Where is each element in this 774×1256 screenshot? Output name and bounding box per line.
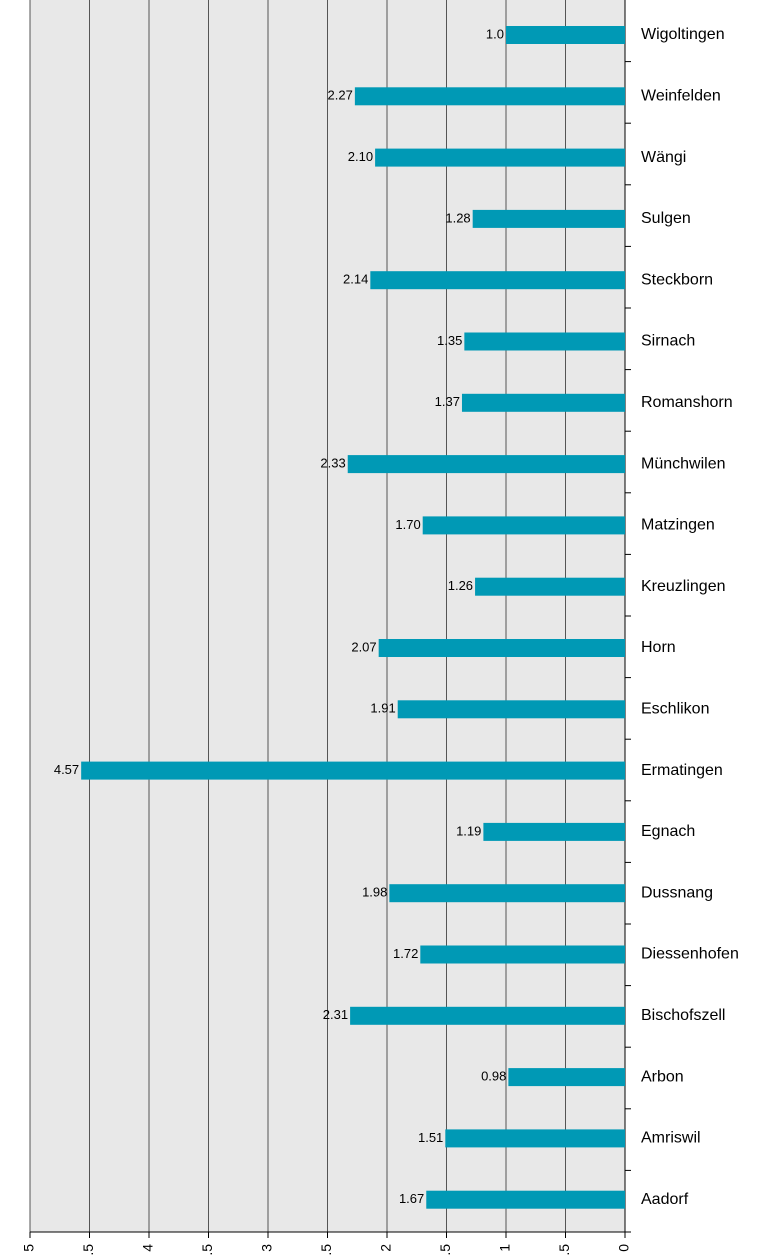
y-tick-label: Wängi (641, 149, 686, 166)
value-label: 1.28 (445, 210, 470, 225)
value-label: 0.98 (481, 1069, 506, 1084)
bar (445, 1129, 625, 1148)
bar (354, 87, 625, 106)
value-label: 2.33 (320, 456, 345, 471)
y-tick-label: Egnach (641, 823, 695, 840)
y-tick-label: Münchwilen (641, 455, 725, 472)
bar (389, 884, 625, 903)
value-label: 1.26 (448, 578, 473, 593)
y-tick-label: Horn (641, 639, 676, 656)
x-tick-label: 0.5 (556, 1244, 572, 1256)
x-tick-label: 3.5 (199, 1244, 215, 1256)
bar (483, 822, 625, 841)
x-tick-label: 4 (140, 1244, 156, 1252)
value-label: 1.98 (362, 885, 387, 900)
value-label: 2.07 (351, 639, 376, 654)
bar (464, 332, 625, 351)
y-tick-label: Diessenhofen (641, 946, 739, 963)
x-tick-label: 0 (616, 1244, 632, 1252)
bar (370, 271, 625, 290)
value-label: 1.19 (456, 823, 481, 838)
y-tick-label: Bischofszell (641, 1007, 725, 1024)
y-tick-label: Romanshorn (641, 394, 733, 411)
y-tick-label: Dussnang (641, 884, 713, 901)
x-tick-label: 1.5 (437, 1244, 453, 1256)
value-label: 4.57 (54, 762, 79, 777)
y-tick-label: Wigoltingen (641, 26, 725, 43)
bar (475, 577, 625, 596)
bar (506, 26, 625, 44)
bar (472, 209, 625, 228)
y-tick-label: Sulgen (641, 210, 691, 227)
bar (461, 393, 625, 412)
x-tick-label: 2.5 (318, 1244, 334, 1256)
x-tick-label: 1 (497, 1244, 513, 1252)
x-tick-label: 2 (378, 1244, 394, 1252)
y-tick-label: Kreuzlingen (641, 578, 726, 595)
x-tick-label: 5 (21, 1244, 37, 1252)
y-tick-label: Sirnach (641, 333, 695, 350)
y-tick-label: Ermatingen (641, 762, 723, 779)
bar (420, 945, 625, 964)
x-tick-label: 4.5 (80, 1244, 96, 1256)
y-tick-label: Matzingen (641, 517, 715, 534)
x-tick-label: 3 (259, 1244, 275, 1252)
value-label: 2.27 (328, 88, 353, 103)
value-label: 1.91 (370, 701, 395, 716)
value-label: 2.10 (348, 149, 373, 164)
value-label: 1.37 (435, 394, 460, 409)
value-label: 2.31 (323, 1007, 348, 1022)
bar (426, 1190, 625, 1209)
bar (378, 639, 625, 657)
y-tick-label: Weinfelden (641, 88, 721, 105)
y-tick-label: Eschlikon (641, 701, 709, 718)
bar (347, 455, 625, 474)
bar (508, 1068, 625, 1087)
bar (422, 516, 625, 535)
value-label: 1.72 (393, 946, 418, 961)
bar (397, 700, 625, 719)
value-label: 1.67 (399, 1191, 424, 1206)
value-label: 1.0 (486, 26, 504, 41)
y-tick-label: Aadorf (641, 1191, 689, 1208)
value-label: 2.14 (343, 272, 368, 287)
bar (350, 1006, 625, 1025)
bar (81, 761, 626, 780)
value-label: 1.51 (418, 1130, 443, 1145)
y-tick-label: Amriswil (641, 1130, 701, 1147)
y-tick-label: Arbon (641, 1068, 684, 1085)
y-tick-label: Steckborn (641, 271, 713, 288)
bar (375, 148, 625, 167)
value-label: 1.70 (395, 517, 420, 532)
value-label: 1.35 (437, 333, 462, 348)
